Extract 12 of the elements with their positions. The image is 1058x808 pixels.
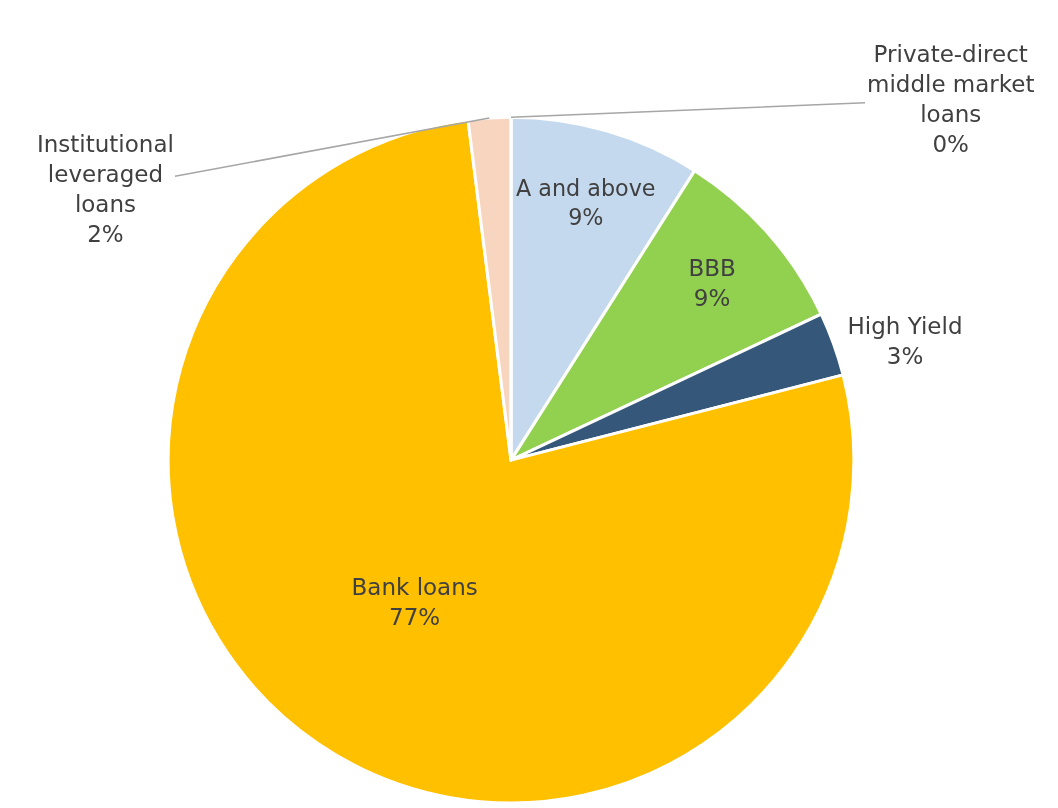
slice-label: High Yield	[847, 312, 963, 339]
data-label: 77%	[389, 603, 441, 630]
text: 0%	[932, 130, 969, 157]
slice-label: A and above	[516, 174, 656, 201]
data-label: 2%	[87, 220, 124, 247]
category-label: Private-direct middle market loans	[867, 41, 1035, 127]
slice-label: Bank loans	[351, 573, 478, 600]
data-label: 9%	[568, 203, 604, 230]
data-label: 9%	[693, 284, 731, 311]
slice-label: BBB	[688, 254, 736, 281]
slice-label: Institutional leveraged loans	[37, 131, 174, 217]
data-label: 3%	[886, 342, 924, 369]
